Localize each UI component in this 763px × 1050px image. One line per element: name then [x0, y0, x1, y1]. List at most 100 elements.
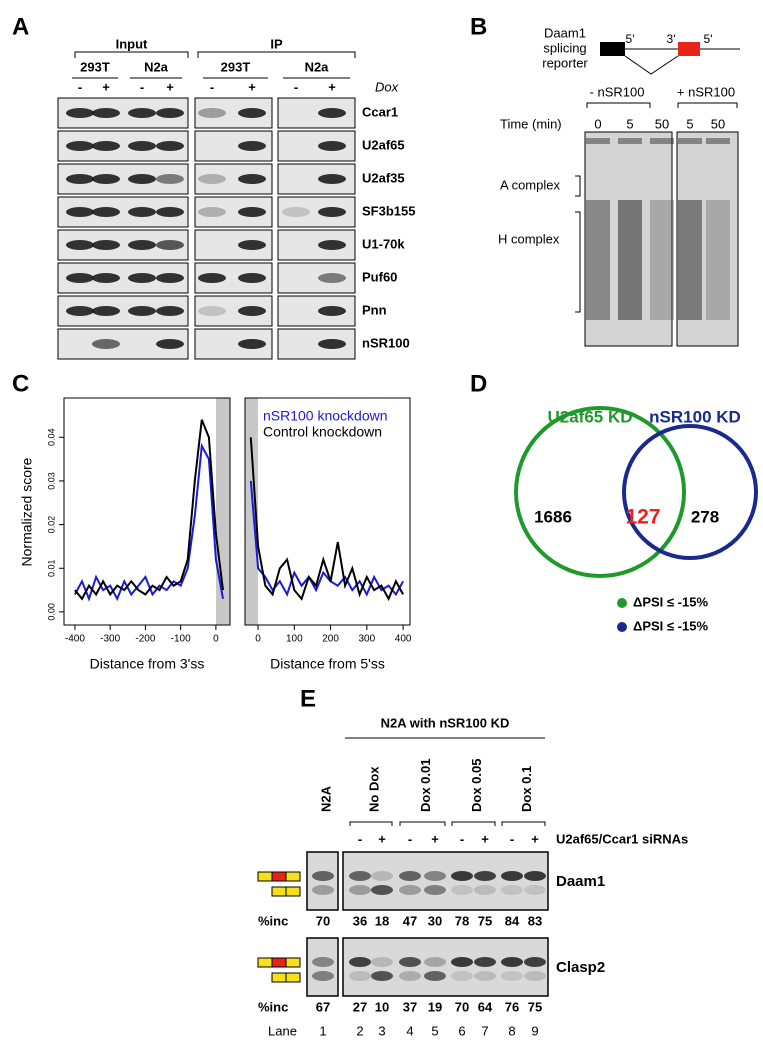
- inc-value: 67: [316, 999, 330, 1014]
- x-tick-label: 100: [286, 634, 303, 645]
- panel-label: E: [300, 685, 316, 712]
- count: 127: [625, 506, 660, 529]
- band: [371, 885, 393, 895]
- condition-label: + nSR100: [677, 84, 735, 99]
- inc-value: 75: [478, 913, 492, 928]
- lane-number: 4: [406, 1023, 413, 1038]
- bracket: [74, 51, 189, 58]
- dox-label: Dox: [375, 79, 399, 94]
- reporter-label: Daam1: [544, 25, 586, 40]
- band: [451, 885, 473, 895]
- band: [371, 957, 393, 967]
- band: [238, 273, 266, 283]
- protein-label: U2af65: [362, 137, 405, 152]
- band: [66, 174, 94, 184]
- smear: [706, 200, 730, 320]
- sirna-label: U2af65/Ccar1 siRNAs: [556, 831, 688, 846]
- exon-icon: [285, 871, 301, 882]
- band: [371, 971, 393, 981]
- band: [524, 871, 546, 881]
- band: [128, 240, 156, 250]
- protein-label: SF3b155: [362, 203, 415, 218]
- exon-icon: [285, 957, 301, 968]
- x-tick-label: -400: [65, 634, 85, 645]
- exon-icon: [271, 957, 287, 968]
- y-tick-label: 0.00: [46, 603, 56, 621]
- gel: [306, 851, 339, 911]
- exon-icon: [271, 886, 287, 897]
- exon-icon: [257, 871, 273, 882]
- band: [238, 306, 266, 316]
- x-tick-label: -300: [100, 634, 120, 645]
- band: [474, 957, 496, 967]
- gel: [306, 937, 339, 997]
- legend-label: ΔPSI ≤ -15%: [633, 618, 708, 633]
- inc-value: 37: [403, 999, 417, 1014]
- inc-label: %inc: [258, 913, 288, 928]
- well: [706, 138, 730, 144]
- sirna-sign: +: [378, 831, 386, 846]
- band: [238, 108, 266, 118]
- reporter-label: reporter: [542, 55, 588, 70]
- sirna-sign: +: [481, 831, 489, 846]
- bracket: [197, 51, 356, 58]
- group-label: Input: [116, 36, 148, 51]
- band: [66, 240, 94, 250]
- lane-number: 5: [431, 1023, 438, 1038]
- band: [92, 174, 120, 184]
- band: [312, 871, 334, 881]
- band: [156, 108, 184, 118]
- complex-label: A complex: [500, 177, 560, 192]
- inc-value: 30: [428, 913, 442, 928]
- y-tick-label: 0.03: [46, 472, 56, 490]
- lane-condition: No Dox: [366, 766, 381, 812]
- inc-value: 47: [403, 913, 417, 928]
- band: [156, 141, 184, 151]
- y-tick-label: 0.02: [46, 516, 56, 534]
- band: [198, 174, 226, 184]
- smear: [618, 200, 642, 320]
- set-label: nSR100 KD: [649, 407, 741, 426]
- band: [92, 273, 120, 283]
- group-label: IP: [270, 36, 283, 51]
- band: [128, 207, 156, 217]
- band: [474, 885, 496, 895]
- sirna-sign: -: [408, 831, 412, 846]
- cell-label: 293T: [80, 59, 110, 74]
- band: [198, 273, 226, 283]
- lane-number: 8: [508, 1023, 515, 1038]
- band: [424, 957, 446, 967]
- dox-sign: +: [166, 79, 174, 94]
- band: [318, 306, 346, 316]
- band: [524, 885, 546, 895]
- time-label: Time (min): [500, 116, 562, 131]
- well: [618, 138, 642, 144]
- exon-icon: [257, 957, 273, 968]
- y-tick-label: 0.04: [46, 429, 56, 447]
- band: [349, 971, 371, 981]
- band: [92, 240, 120, 250]
- legend-label: nSR100 knockdown: [263, 408, 388, 424]
- bracket: [575, 175, 581, 197]
- series-line: [74, 442, 224, 602]
- x-tick-label: 400: [395, 634, 412, 645]
- gel: [342, 937, 549, 997]
- legend-dot: [617, 598, 627, 608]
- band: [156, 174, 184, 184]
- reporter-diagram: [600, 42, 740, 75]
- x-tick-label: -100: [171, 634, 191, 645]
- legend-label: ΔPSI ≤ -15%: [633, 594, 708, 609]
- gel: [342, 851, 549, 911]
- band: [318, 207, 346, 217]
- band: [371, 871, 393, 881]
- lane-label: Lane: [268, 1023, 297, 1038]
- band: [524, 971, 546, 981]
- series-line: [249, 437, 404, 602]
- exon-icon: [271, 972, 287, 983]
- band: [399, 957, 421, 967]
- band: [92, 207, 120, 217]
- site-label: 3': [667, 32, 676, 46]
- plot-frame: [63, 397, 231, 626]
- well: [678, 138, 702, 144]
- band: [424, 971, 446, 981]
